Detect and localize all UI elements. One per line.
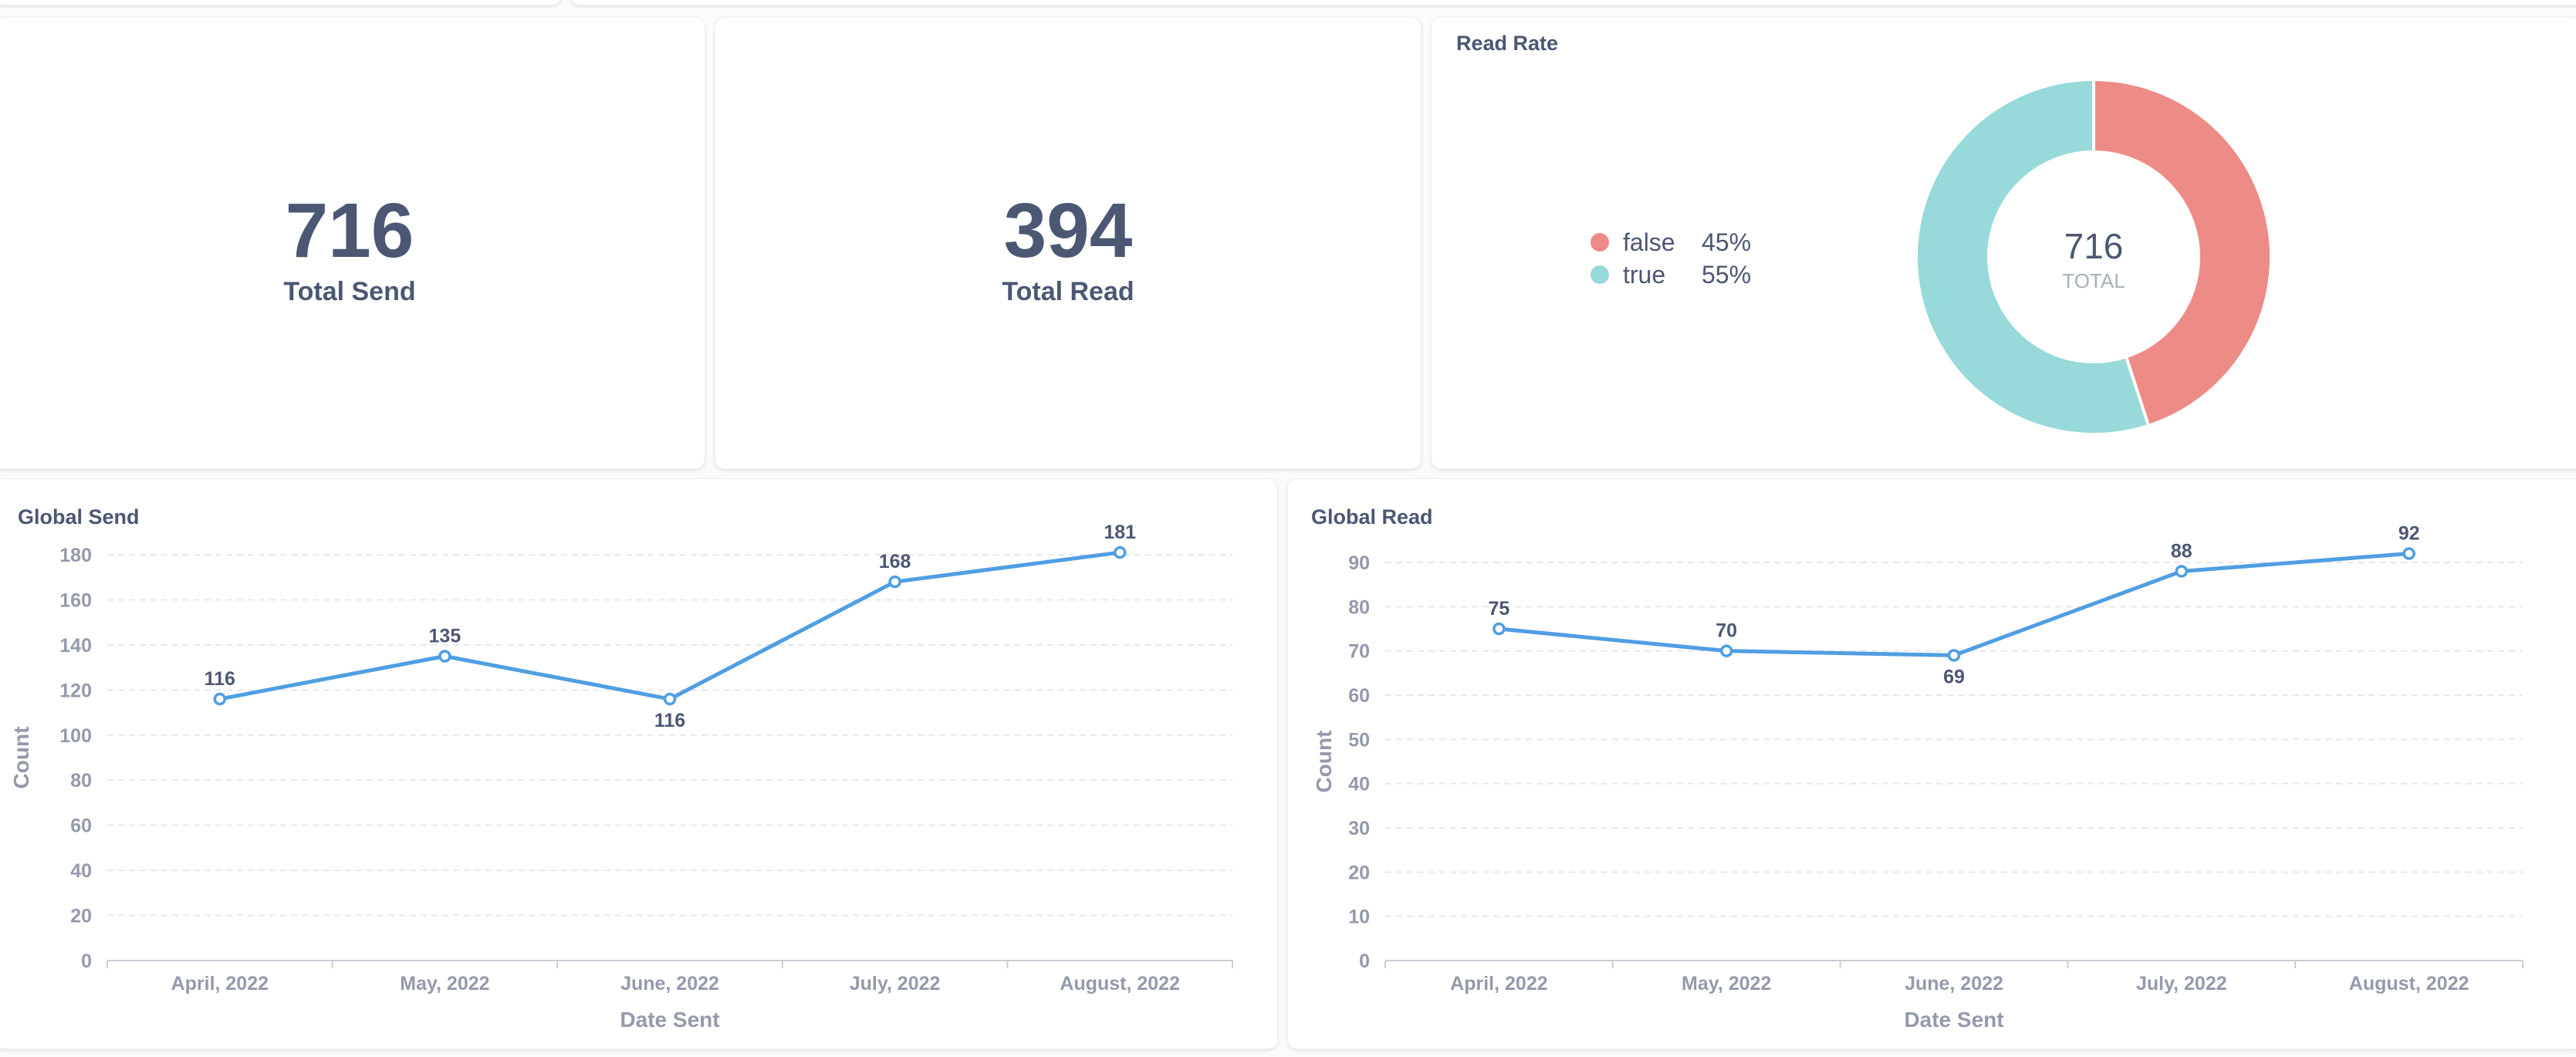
y-tick-label: 60 (70, 816, 92, 837)
data-point[interactable] (438, 650, 451, 663)
x-tick-label: May, 2022 (1682, 973, 1771, 995)
y-tick-label: 40 (1348, 774, 1370, 795)
read-rate-donut-chart: 716 TOTAL (1915, 77, 2273, 436)
y-tick-label: 0 (81, 951, 92, 972)
data-point[interactable] (2402, 547, 2415, 560)
donut-slice-false[interactable] (2092, 77, 2273, 428)
total-read-label: Total Read (1002, 277, 1134, 306)
y-tick-label: 140 (59, 635, 92, 657)
total-send-label: Total Send (283, 277, 416, 306)
y-tick-label: 60 (1348, 685, 1370, 707)
legend-dot-false (1591, 233, 1609, 252)
legend-dot-true (1591, 265, 1609, 284)
data-point[interactable] (1113, 545, 1127, 559)
y-tick-label: 180 (59, 545, 92, 566)
data-label: 92 (2399, 523, 2420, 545)
global-read-card[interactable]: Global Read 0 10 20 30 40 50 60 70 80 90 April, 20… (1287, 478, 2576, 1049)
x-tick-label: July, 2022 (2136, 973, 2227, 995)
series-line[interactable] (219, 550, 1121, 701)
y-tick-label: 70 (1348, 641, 1370, 663)
total-read-value: 394 (1003, 187, 1133, 274)
y-tick-label: 20 (1348, 862, 1370, 883)
donut-total-value: 716 (2064, 226, 2124, 266)
legend-item-true[interactable]: true 55% (1591, 258, 1751, 291)
data-label: 116 (654, 710, 685, 731)
x-tick-label: July, 2022 (850, 973, 941, 995)
legend-label: true (1623, 260, 1666, 289)
data-point[interactable] (663, 692, 677, 706)
data-label: 116 (205, 668, 235, 690)
donut-slice-true[interactable] (1915, 77, 2151, 436)
data-label: 181 (1104, 522, 1136, 543)
data-point[interactable] (1493, 622, 1506, 636)
y-tick-label: 100 (59, 725, 92, 747)
global-read-title: Global Read (1311, 505, 1433, 528)
read-rate-card[interactable]: Read Rate false 45% true 55% 716 TOTAL (1431, 17, 2576, 469)
total-send-value: 716 (285, 187, 414, 274)
y-tick-label: 20 (70, 906, 92, 927)
x-tick-label: April, 2022 (1450, 973, 1547, 995)
top-card-right (570, 0, 2576, 5)
total-read-card[interactable]: 394 Total Read (715, 17, 1422, 469)
x-tick-label: May, 2022 (400, 973, 489, 995)
legend-percent: 55% (1702, 260, 1752, 289)
data-label: 70 (1716, 620, 1737, 642)
y-axis-label: Count (9, 727, 33, 789)
y-tick-label: 80 (70, 770, 92, 792)
y-axis-label: Count (1312, 731, 1336, 793)
y-tick-label: 10 (1348, 907, 1370, 928)
global-send-line-chart: 0 20 40 60 80 100 120 140 160 180 April, 2022 May, … (9, 522, 1233, 1032)
data-point[interactable] (1719, 644, 1733, 657)
data-point[interactable] (213, 692, 227, 706)
y-tick-label: 120 (59, 680, 92, 701)
y-tick-label: 30 (1348, 818, 1370, 839)
global-send-card[interactable]: Global Send 0 20 40 60 80 100 120 140 160 180 Apri… (0, 478, 1278, 1049)
x-tick-label: August, 2022 (2349, 973, 2470, 995)
x-tick-label: June, 2022 (1905, 973, 2003, 995)
legend-item-false[interactable]: false 45% (1591, 226, 1751, 258)
x-axis-label: Date Sent (620, 1008, 719, 1032)
data-label: 135 (429, 626, 461, 647)
global-read-line-chart: 0 10 20 30 40 50 60 70 80 90 April, 2022 May, 2022 J… (1312, 523, 2524, 1032)
top-card-left (0, 0, 562, 5)
y-tick-label: 160 (59, 589, 92, 611)
x-tick-label: June, 2022 (620, 973, 719, 995)
y-tick-label: 40 (70, 860, 92, 882)
data-point[interactable] (2175, 565, 2189, 578)
y-tick-label: 50 (1348, 729, 1370, 751)
data-point[interactable] (888, 575, 901, 589)
donut-total-label: TOTAL (2062, 269, 2125, 292)
read-rate-legend: false 45% true 55% (1591, 226, 1751, 291)
x-tick-label: April, 2022 (171, 973, 269, 995)
data-label: 168 (879, 551, 911, 572)
x-axis-label: Date Sent (1904, 1008, 2003, 1032)
data-label: 75 (1488, 598, 1509, 620)
global-send-title: Global Send (18, 505, 140, 528)
y-tick-label: 80 (1348, 596, 1370, 618)
total-send-card[interactable]: 716 Total Send (0, 17, 705, 469)
data-label: 88 (2171, 540, 2192, 562)
data-label: 69 (1943, 666, 1965, 687)
x-tick-label: August, 2022 (1060, 973, 1180, 995)
legend-label: false (1623, 228, 1675, 256)
y-tick-label: 90 (1348, 552, 1370, 574)
legend-percent: 45% (1702, 228, 1752, 256)
series-line[interactable] (1499, 552, 2409, 657)
data-point[interactable] (1947, 649, 1961, 662)
read-rate-title: Read Rate (1456, 32, 1559, 55)
y-tick-label: 0 (1359, 951, 1370, 972)
